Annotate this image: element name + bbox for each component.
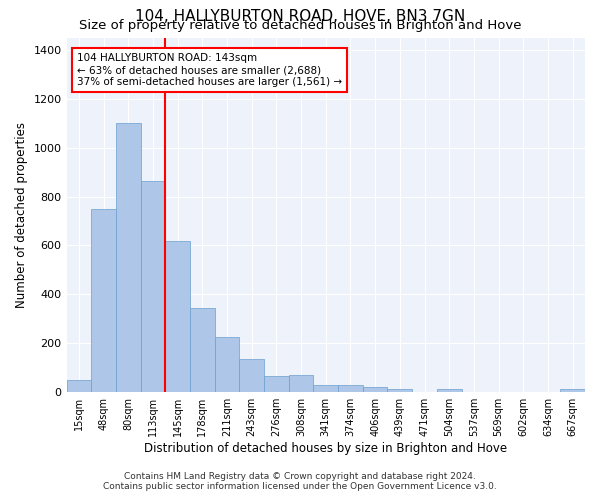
Bar [560, 390, 585, 392]
Bar [264, 376, 289, 392]
Bar [215, 337, 239, 392]
Bar [437, 390, 461, 392]
Text: Contains HM Land Registry data © Crown copyright and database right 2024.
Contai: Contains HM Land Registry data © Crown c… [103, 472, 497, 491]
Bar [165, 240, 190, 392]
Bar [140, 180, 165, 392]
Bar [190, 308, 215, 392]
Bar [313, 385, 338, 392]
X-axis label: Distribution of detached houses by size in Brighton and Hove: Distribution of detached houses by size … [144, 442, 508, 455]
Bar [91, 208, 116, 392]
Bar [67, 380, 91, 392]
Bar [363, 388, 388, 392]
Text: 104 HALLYBURTON ROAD: 143sqm
← 63% of detached houses are smaller (2,688)
37% of: 104 HALLYBURTON ROAD: 143sqm ← 63% of de… [77, 54, 342, 86]
Bar [388, 390, 412, 392]
Bar [239, 359, 264, 392]
Y-axis label: Number of detached properties: Number of detached properties [15, 122, 28, 308]
Bar [116, 123, 140, 392]
Bar [289, 375, 313, 392]
Text: 104, HALLYBURTON ROAD, HOVE, BN3 7GN: 104, HALLYBURTON ROAD, HOVE, BN3 7GN [135, 9, 465, 24]
Text: Size of property relative to detached houses in Brighton and Hove: Size of property relative to detached ho… [79, 19, 521, 32]
Bar [338, 385, 363, 392]
